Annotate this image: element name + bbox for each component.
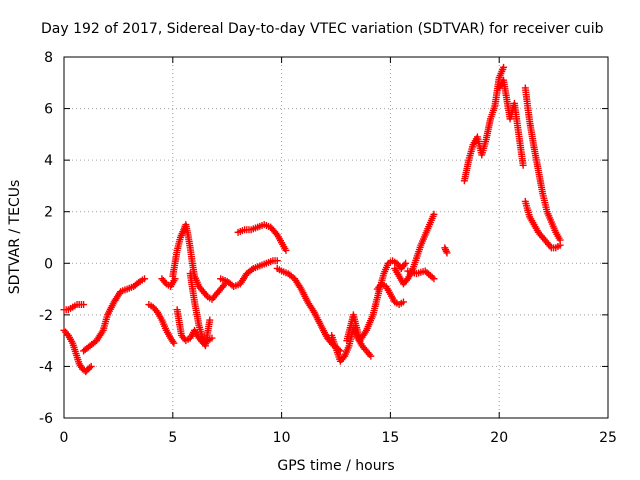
series-seg-k [273,264,344,355]
series-seg-m [343,257,410,345]
data-point [170,339,178,347]
series-seg-t [521,84,564,244]
series-seg-d [145,301,178,347]
data-point [430,210,438,218]
series-seg-f [169,221,229,303]
y-tick-label: 6 [44,102,53,118]
data-point-interp [442,246,450,254]
data-point [273,257,281,265]
y-axis-label: SDTVAR / TECUs [7,180,23,295]
axis-ticks: 0 5 10 15 20 25 -6 -4 -2 0 2 4 6 8 [39,50,617,446]
x-tick-label: 0 [60,430,69,446]
data-point [556,241,564,249]
data-point [80,301,88,309]
grid [64,57,608,418]
x-tick-label: 20 [490,430,508,446]
y-tick-label: -4 [39,359,53,375]
x-tick-label: 15 [381,430,399,446]
data-point [443,249,451,257]
series-seg-b [60,326,95,376]
data-point [519,161,527,169]
series-seg-r [460,63,508,185]
x-axis-label: GPS time / hours [277,458,394,474]
y-tick-label: -2 [39,308,53,324]
data-point [87,362,95,370]
series-seg-i [217,257,281,290]
chart-title: Day 192 of 2017, Sidereal Day-to-day VTE… [41,21,604,37]
x-tick-label: 5 [168,430,177,446]
series-seg-e [158,275,179,290]
plot-frame [63,56,609,419]
data-point-interp [86,364,94,372]
x-tick-label: 25 [599,430,617,446]
series-seg-p [404,267,438,283]
series-seg-n [373,280,407,309]
y-tick-label: 0 [44,256,53,272]
y-tick-label: 2 [44,205,53,221]
data-point [141,275,149,283]
data-point [282,246,290,254]
series-seg-s [495,76,527,169]
series-seg-q [441,244,451,257]
series-seg-a [60,301,88,314]
series-seg-h [186,270,214,350]
data-point [399,298,407,306]
data-point-interp [135,279,143,287]
series-seg-u [521,197,564,252]
data-point [206,316,214,324]
x-tick-label: 10 [273,430,291,446]
data-point [430,275,438,283]
series-seg-c [80,275,149,355]
data-point [500,63,508,71]
data-point [367,352,375,360]
data-point-interp [248,266,256,274]
data-points [60,63,564,376]
data-point [402,259,410,267]
y-tick-label: 4 [44,153,53,169]
series-seg-j [234,221,290,254]
data-point-interp [442,247,450,255]
y-tick-label: -6 [39,411,53,427]
y-tick-label: 8 [44,50,53,66]
data-point [208,334,216,342]
